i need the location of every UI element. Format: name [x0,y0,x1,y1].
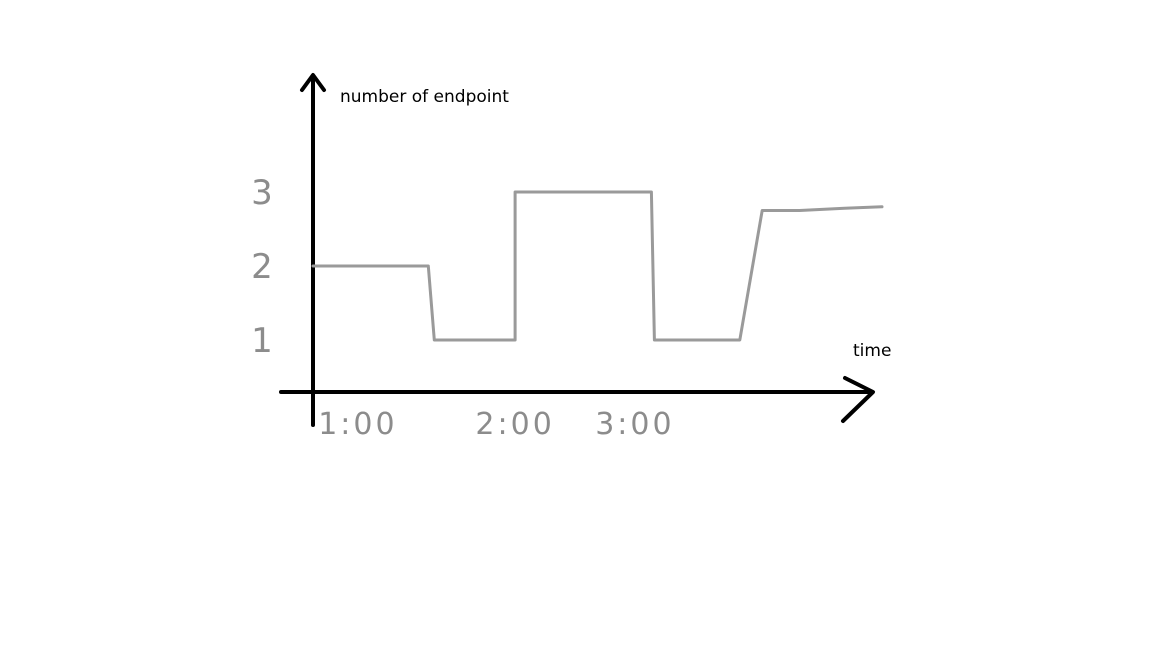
x-axis-arrowhead [841,376,875,423]
series-line-0 [311,190,884,342]
series-layer [311,190,884,342]
y-axis-title: number of endpoint [340,87,509,107]
x-tick-label: 3:00 [595,407,674,442]
y-tick-labels: 1 2 3 [251,173,273,361]
x-tick-label: 1:00 [318,407,397,442]
x-axis-title: time [853,341,891,361]
y-axis-arrowhead [300,73,326,92]
x-tick-labels: 1:00 2:00 3:00 [318,407,674,442]
y-tick-label: 3 [251,173,273,213]
y-tick-label: 2 [251,247,273,287]
x-tick-label: 2:00 [475,407,554,442]
axes [279,73,875,427]
y-tick-label: 1 [251,321,273,361]
